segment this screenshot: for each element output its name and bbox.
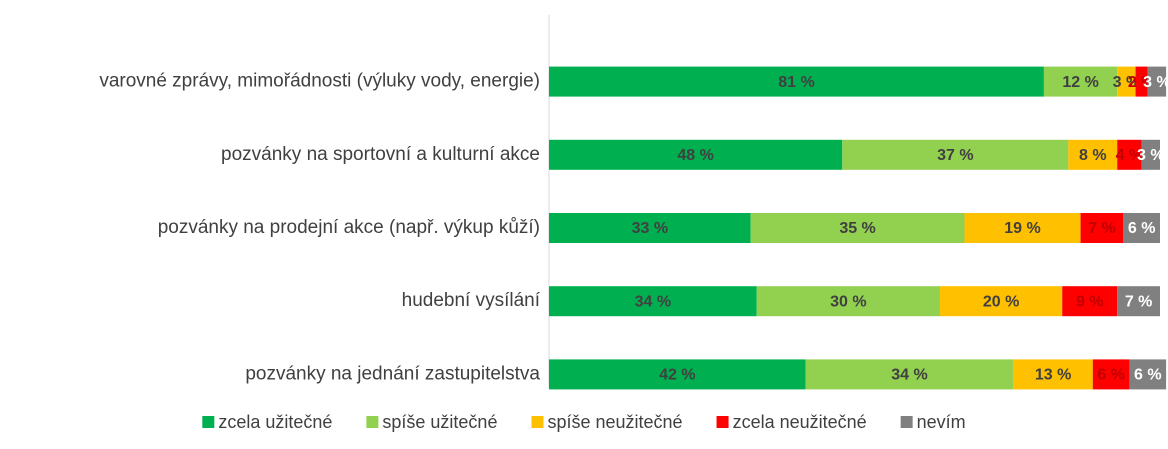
bar-segment [940, 286, 1063, 317]
category-label: pozvánky na prodejní akce (např. výkup k… [158, 217, 540, 238]
value-label: 35 % [839, 220, 875, 237]
bar-segment [1135, 66, 1148, 97]
bar-segment [1141, 139, 1160, 170]
bar-segment [1043, 66, 1118, 97]
value-label: 81 % [778, 74, 814, 91]
legend-label: spíše užitečné [382, 412, 497, 432]
value-label: 33 % [632, 220, 668, 237]
bar-segment [1117, 66, 1136, 97]
value-label: 42 % [659, 367, 695, 384]
category-label: hudební vysílání [402, 290, 541, 311]
value-label: 9 % [1076, 293, 1104, 310]
value-label: 37 % [937, 147, 973, 164]
value-label: 30 % [830, 293, 866, 310]
bar-segment [1013, 359, 1093, 390]
value-label: 20 % [983, 293, 1019, 310]
value-label: 3 % [1143, 74, 1168, 91]
value-label: 34 % [635, 293, 671, 310]
legend-swatch [900, 416, 913, 428]
value-label: 3 % [1137, 147, 1165, 164]
value-label: 13 % [1035, 367, 1071, 384]
bar-segment [805, 359, 1014, 390]
value-label: 3 % [1113, 74, 1141, 91]
legend-swatch [366, 416, 379, 428]
category-label: pozvánky na sportovní a kulturní akce [221, 144, 540, 165]
value-label: 6 % [1097, 367, 1125, 384]
value-label: 7 % [1125, 293, 1153, 310]
bar-segment [964, 213, 1081, 243]
legend-label: zcela neužitečné [733, 412, 867, 432]
legend-swatch [531, 416, 544, 428]
legend-label: spíše neužitečné [547, 412, 682, 432]
bar-segment [549, 213, 751, 243]
value-label: 19 % [1004, 220, 1040, 237]
value-label: 6 % [1128, 220, 1156, 237]
bar-segment [549, 286, 757, 317]
bar-segment [549, 139, 843, 170]
value-label: 6 % [1134, 367, 1162, 384]
value-label: 7 % [1088, 220, 1116, 237]
category-label: pozvánky na jednání zastupitelstva [245, 363, 540, 384]
category-label: varovné zprávy, mimořádnosti (výluky vod… [99, 71, 540, 92]
value-label: 34 % [891, 367, 927, 384]
bar-segment [1123, 213, 1160, 243]
bar-segment [1092, 359, 1130, 390]
bar-segment [1080, 213, 1124, 243]
legend-label: nevím [917, 412, 966, 432]
bar-segment [756, 286, 941, 317]
bar-segment [842, 139, 1069, 170]
bar-segment [1068, 139, 1118, 170]
bar-segment [1117, 139, 1142, 170]
bar-segment [549, 359, 806, 390]
bar-segment [750, 213, 965, 243]
bar-segment [1062, 286, 1118, 317]
value-label: 48 % [677, 147, 713, 164]
value-label: 4 % [1116, 147, 1144, 164]
legend-label: zcela užitečné [218, 412, 332, 432]
bar-segment [1147, 66, 1167, 97]
legend-swatch [202, 416, 215, 428]
bar-segment [1117, 286, 1160, 317]
value-label: 12 % [1062, 74, 1098, 91]
bar-segment [1129, 359, 1167, 390]
value-label: 8 % [1079, 147, 1107, 164]
bar-segment [549, 66, 1044, 97]
legend-swatch [716, 416, 729, 428]
